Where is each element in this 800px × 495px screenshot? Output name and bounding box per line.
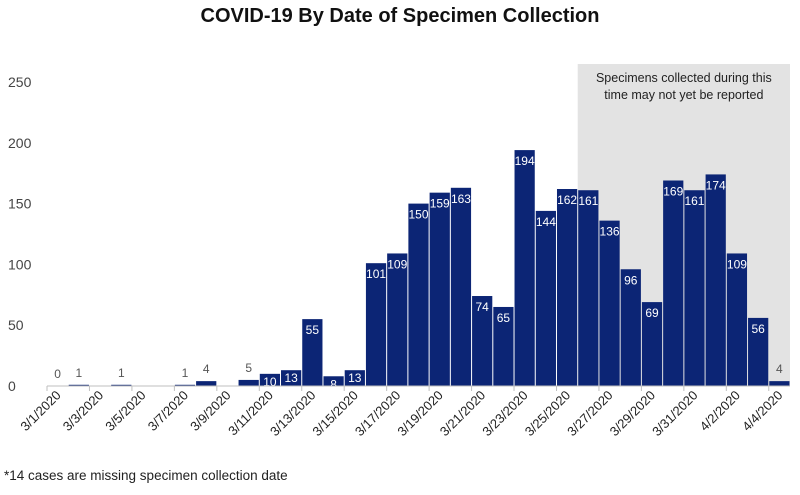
bar (302, 319, 323, 386)
data-label: 0 (54, 367, 61, 381)
x-tick-label: 4/4/2020 (739, 388, 785, 434)
data-label: 74 (476, 300, 490, 314)
bar (323, 376, 344, 386)
bar (344, 370, 365, 386)
bar (514, 150, 535, 386)
data-label: 4 (203, 362, 210, 376)
y-tick-label: 200 (8, 135, 32, 151)
data-label: 10 (263, 375, 277, 389)
bar (450, 187, 472, 386)
x-tick-label: 3/23/2020 (479, 388, 531, 440)
data-label: 161 (578, 194, 598, 208)
data-label: 13 (284, 371, 298, 385)
bar (705, 174, 726, 386)
data-label: 13 (348, 371, 362, 385)
data-label: 69 (645, 306, 659, 320)
data-label: 4 (776, 362, 783, 376)
bar (387, 253, 408, 386)
chart-title: COVID-19 By Date of Specimen Collection (200, 5, 600, 27)
x-tick-label: 3/31/2020 (649, 388, 701, 440)
data-label: 5 (245, 361, 252, 375)
x-tick-label: 3/17/2020 (352, 388, 404, 440)
data-label: 150 (408, 208, 428, 222)
data-label: 1 (182, 366, 189, 380)
data-label: 163 (451, 192, 471, 206)
x-tick-label: 3/15/2020 (309, 388, 361, 440)
x-tick-label: 3/3/2020 (60, 388, 106, 434)
data-label: 65 (497, 311, 511, 325)
bar (408, 203, 429, 386)
bar (620, 269, 641, 386)
y-tick-label: 100 (8, 256, 32, 272)
x-tick-label: 3/25/2020 (522, 388, 574, 440)
bar (641, 302, 663, 386)
x-tick-label: 3/13/2020 (267, 388, 319, 440)
bar (535, 210, 556, 386)
data-label: 56 (751, 322, 765, 336)
data-label: 174 (706, 178, 726, 192)
bar (429, 192, 450, 386)
y-tick-label: 0 (8, 378, 16, 394)
bar (281, 370, 302, 386)
data-label: 159 (430, 197, 450, 211)
bar (365, 263, 387, 386)
bar (493, 306, 514, 386)
x-tick-label: 3/1/2020 (17, 388, 63, 434)
data-label: 109 (727, 257, 747, 271)
data-label: 109 (387, 257, 407, 271)
x-tick-label: 3/19/2020 (394, 388, 446, 440)
bar (556, 189, 578, 386)
bar (472, 296, 493, 386)
data-label: 162 (557, 193, 577, 207)
bar (111, 384, 132, 386)
bar (663, 180, 684, 386)
data-label: 136 (600, 225, 620, 239)
data-label: 1 (118, 366, 125, 380)
y-tick-label: 50 (8, 317, 24, 333)
data-label: 161 (684, 194, 704, 208)
bar (174, 384, 196, 386)
y-tick-label: 250 (8, 74, 32, 90)
data-label: 101 (366, 267, 386, 281)
bar (259, 373, 281, 386)
bar (726, 253, 748, 386)
data-label: 169 (663, 184, 683, 198)
bar (769, 381, 790, 386)
data-label: 96 (624, 273, 638, 287)
x-tick-label: 3/5/2020 (102, 388, 148, 434)
bar (196, 381, 217, 386)
shaded-region-note: Specimens collected during this (596, 71, 772, 85)
y-tick-label: 150 (8, 196, 32, 212)
x-tick-label: 3/27/2020 (564, 388, 616, 440)
x-tick-label: 4/2/2020 (697, 388, 743, 434)
data-label: 144 (536, 215, 556, 229)
bar (68, 384, 89, 386)
x-tick-label: 3/7/2020 (145, 388, 191, 434)
footnote: *14 cases are missing specimen collectio… (4, 468, 288, 483)
data-label: 1 (75, 366, 82, 380)
data-label: 55 (306, 323, 320, 337)
bar (684, 190, 705, 386)
data-label: 194 (515, 154, 535, 168)
x-tick-label: 3/29/2020 (607, 388, 659, 440)
bar (748, 317, 769, 386)
x-tick-label: 3/21/2020 (437, 388, 489, 440)
bar (238, 379, 259, 386)
shaded-region-note: time may not yet be reported (604, 88, 763, 102)
bar (599, 220, 620, 386)
data-label: 8 (330, 377, 337, 391)
bar (578, 190, 599, 386)
